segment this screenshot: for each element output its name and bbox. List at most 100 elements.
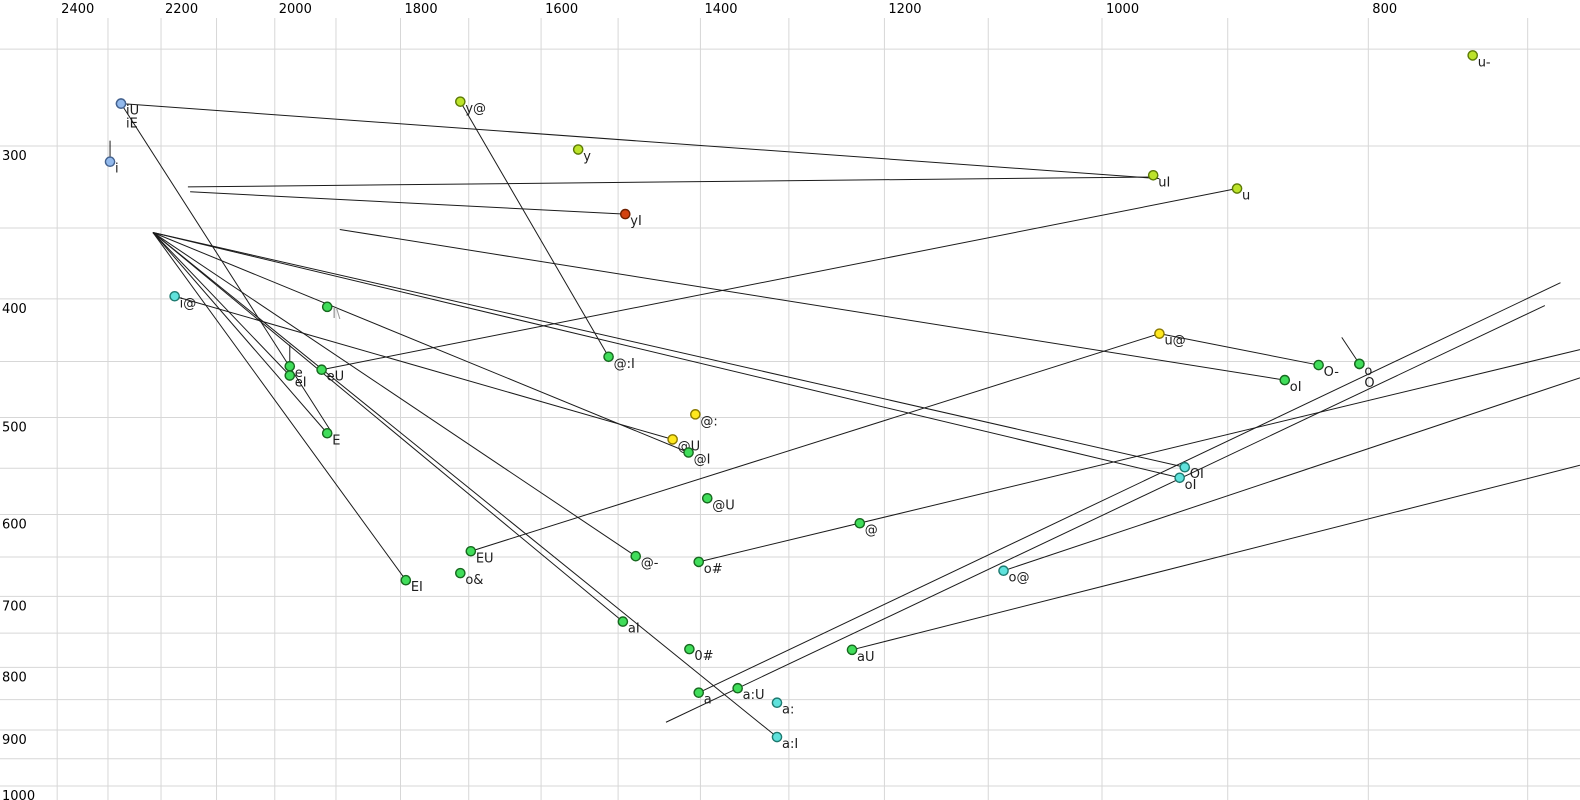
vowel-label-eU: eU xyxy=(327,370,345,385)
vowel-point-aI[interactable] xyxy=(617,616,629,627)
trajectory-line-22 xyxy=(698,349,1580,563)
vowel-point-O-[interactable] xyxy=(1313,359,1324,371)
vowel-point-y@[interactable] xyxy=(455,96,466,107)
trajectory-line-24 xyxy=(665,305,1546,723)
vowel-point-o#[interactable] xyxy=(693,556,705,568)
vowel-label-aI: aI xyxy=(628,622,640,637)
vowel-point-EI[interactable] xyxy=(400,574,412,586)
vowel-label-EI: EI xyxy=(411,580,423,595)
vowel-point-E[interactable] xyxy=(321,427,333,439)
vowel-label-iE: iE xyxy=(126,117,138,132)
vowel-label-EU: EU xyxy=(476,551,494,566)
x-tick-2000: 2000 xyxy=(279,2,312,17)
vowel-point-@[interactable] xyxy=(854,517,866,529)
x-tick-1000: 1000 xyxy=(1106,2,1139,17)
vowel-point-u@[interactable] xyxy=(1154,328,1165,339)
trajectory-line-26 xyxy=(851,464,1580,651)
vowel-label-eI: eI xyxy=(295,376,307,391)
vowel-label-O: O xyxy=(1364,376,1374,391)
vowel-point-I\[interactable] xyxy=(321,301,333,313)
vowel-point-@:I[interactable] xyxy=(603,351,614,363)
vowel-point-a:U[interactable] xyxy=(732,682,743,694)
trajectory-line-14 xyxy=(152,232,778,738)
vowel-label-@U: @U xyxy=(712,498,735,513)
x-tick-800: 800 xyxy=(1372,2,1397,17)
vowel-point-0#[interactable] xyxy=(684,643,695,655)
vowel-point-EU[interactable] xyxy=(465,545,477,557)
x-tick-2200: 2200 xyxy=(165,2,198,17)
vowel-point-@:[interactable] xyxy=(690,409,701,420)
vowel-label-o@: o@ xyxy=(1009,571,1030,586)
vowel-label-OI: OI xyxy=(1190,467,1204,482)
vowel-label-@: @ xyxy=(865,523,878,538)
vowel-point-O[interactable] xyxy=(1354,358,1365,370)
vowel-point-@U[interactable] xyxy=(701,492,713,504)
vowel-label-i: i xyxy=(115,162,119,177)
vowel-point-i[interactable] xyxy=(104,156,116,168)
trajectory-line-15 xyxy=(152,232,689,453)
vowel-label-o#: o# xyxy=(704,562,723,577)
trajectory-line-25 xyxy=(698,282,1561,694)
vowel-point-uI[interactable] xyxy=(1147,169,1159,181)
y-tick-900: 900 xyxy=(2,733,27,748)
vowel-label-@:I: @:I xyxy=(614,357,635,372)
x-tick-1800: 1800 xyxy=(405,2,438,17)
vowel-point-@I[interactable] xyxy=(683,447,694,458)
vowel-point-yI[interactable] xyxy=(619,208,631,220)
vowel-point-e[interactable] xyxy=(284,360,296,372)
trajectory-line-0 xyxy=(120,103,1160,180)
trajectory-line-9 xyxy=(470,333,1160,552)
trajectory-line-20 xyxy=(1159,333,1319,366)
vowel-label-u: u xyxy=(1242,189,1250,204)
vowel-point-u[interactable] xyxy=(1231,183,1243,194)
vowel-point-iE[interactable] xyxy=(115,98,127,109)
vowel-point-@-[interactable] xyxy=(630,550,642,562)
vowel-point-oI[interactable] xyxy=(1174,472,1185,484)
vowel-point-u-[interactable] xyxy=(1467,50,1478,61)
vowel-point-eI[interactable] xyxy=(284,370,296,381)
vowel-point-y[interactable] xyxy=(572,144,584,155)
trajectory-line-10 xyxy=(152,232,291,376)
trajectory-line-21 xyxy=(1341,337,1360,365)
y-tick-400: 400 xyxy=(2,302,27,317)
vowel-label-i@: i@ xyxy=(180,296,197,311)
trajectory-line-7 xyxy=(174,295,673,440)
vowel-point-@U[interactable] xyxy=(667,434,678,445)
vowel-label-@:: @: xyxy=(700,414,717,429)
vowel-label-u-: u- xyxy=(1478,55,1491,70)
x-tick-1600: 1600 xyxy=(545,2,578,17)
y-tick-600: 600 xyxy=(2,517,27,532)
vowel-point-oI[interactable] xyxy=(1279,374,1291,386)
vowel-label-iU: iU xyxy=(126,104,139,119)
trajectory-line-17 xyxy=(152,231,1185,468)
vowel-label-I\: I\ xyxy=(332,307,341,322)
vowel-label-o: o xyxy=(1364,364,1372,379)
vowel-point-a:I[interactable] xyxy=(771,731,783,743)
y-tick-800: 800 xyxy=(2,670,27,685)
trajectory-line-11 xyxy=(152,232,328,434)
vowel-label-a:: a: xyxy=(782,703,794,718)
vowel-label-y@: y@ xyxy=(465,102,486,117)
vowel-point-o&[interactable] xyxy=(455,567,466,579)
vowel-label-@U: @U xyxy=(678,439,701,454)
trajectory-line-3 xyxy=(190,191,626,215)
trajectory-line-13 xyxy=(152,232,624,622)
vowel-point-i@[interactable] xyxy=(169,290,180,302)
x-tick-2400: 2400 xyxy=(61,2,94,17)
vowel-label-uI: uI xyxy=(1158,175,1170,190)
vowel-point-eU[interactable] xyxy=(316,364,327,376)
x-tick-1200: 1200 xyxy=(888,2,921,17)
trajectory-line-18 xyxy=(152,231,1180,479)
trajectory-line-1 xyxy=(120,103,333,433)
vowel-point-o@[interactable] xyxy=(998,565,1009,577)
y-tick-500: 500 xyxy=(2,421,27,436)
trajectory-line-4 xyxy=(459,101,610,358)
vowel-point-a[interactable] xyxy=(693,687,705,698)
vowel-point-a:[interactable] xyxy=(771,697,783,709)
vowel-point-OI[interactable] xyxy=(1179,461,1191,473)
trajectory-line-12 xyxy=(152,232,407,581)
vowel-label-oI: oI xyxy=(1290,380,1302,395)
vowel-point-aU[interactable] xyxy=(846,644,858,656)
